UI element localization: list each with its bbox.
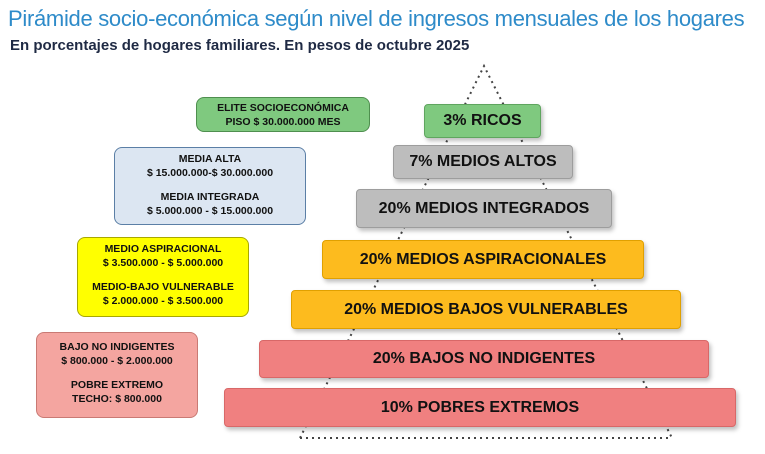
income-box-label: POBRE EXTREMO bbox=[70, 379, 164, 391]
pyramid-level-medios-bajos-vulnerables: 20% MEDIOS BAJOS VULNERABLES bbox=[291, 290, 681, 329]
pyramid-level-medios-aspiracionales: 20% MEDIOS ASPIRACIONALES bbox=[322, 240, 644, 279]
income-box-range: $ 15.000.000-$ 30.000.000 bbox=[146, 167, 274, 179]
pyramid-level-medios-altos: 7% MEDIOS ALTOS bbox=[393, 145, 573, 179]
page-title: Pirámide socio-económica según nivel de … bbox=[8, 6, 745, 31]
income-box-label: MEDIO ASPIRACIONAL bbox=[104, 243, 222, 255]
income-box-label: BAJO NO INDIGENTES bbox=[59, 341, 175, 353]
income-box-label: MEDIA ALTA bbox=[178, 153, 242, 165]
income-box-range: $ 2.000.000 - $ 3.500.000 bbox=[102, 295, 224, 307]
income-box-label: MEDIA INTEGRADA bbox=[160, 191, 260, 203]
page-subtitle: En porcentajes de hogares familiares. En… bbox=[10, 37, 470, 54]
income-box-medio: MEDIO ASPIRACIONAL $ 3.500.000 - $ 5.000… bbox=[77, 237, 249, 317]
pyramid-level-ricos: 3% RICOS bbox=[424, 104, 541, 138]
pyramid-level-bajos-no-indigentes: 20% BAJOS NO INDIGENTES bbox=[259, 340, 709, 378]
income-box-label: ELITE SOCIOECONÓMICA bbox=[217, 102, 349, 114]
pyramid-level-medios-integrados: 20% MEDIOS INTEGRADOS bbox=[356, 189, 612, 228]
income-box-label: MEDIO-BAJO VULNERABLE bbox=[92, 281, 234, 293]
income-box-range: $ 800.000 - $ 2.000.000 bbox=[61, 355, 173, 367]
income-box-bajo: BAJO NO INDIGENTES $ 800.000 - $ 2.000.0… bbox=[36, 332, 198, 418]
income-box-range: PISO $ 30.000.000 MES bbox=[225, 116, 341, 128]
income-box-elite: ELITE SOCIOECONÓMICA PISO $ 30.000.000 M… bbox=[196, 97, 370, 132]
income-box-media: MEDIA ALTA $ 15.000.000-$ 30.000.000 MED… bbox=[114, 147, 306, 225]
income-box-range: $ 5.000.000 - $ 15.000.000 bbox=[146, 205, 274, 217]
income-box-range: TECHO: $ 800.000 bbox=[72, 393, 162, 405]
income-box-range: $ 3.500.000 - $ 5.000.000 bbox=[102, 257, 224, 269]
pyramid-level-pobres-extremos: 10% POBRES EXTREMOS bbox=[224, 388, 736, 427]
